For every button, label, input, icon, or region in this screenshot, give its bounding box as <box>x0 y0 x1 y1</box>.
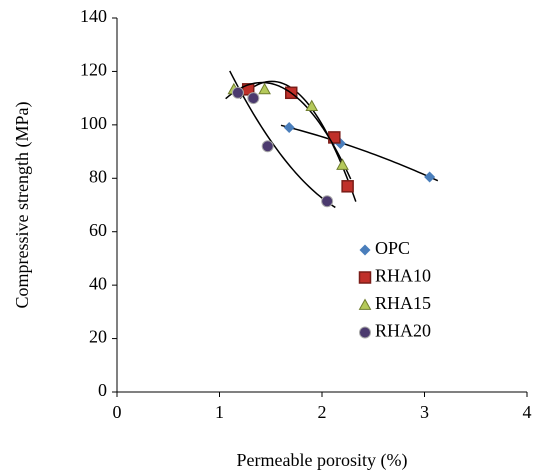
y-tick-label: 120 <box>80 60 107 80</box>
y-tick-label: 80 <box>89 166 107 186</box>
trendline <box>280 124 439 182</box>
point <box>247 92 260 105</box>
trendline <box>229 70 336 209</box>
x-tick-label: 1 <box>215 402 224 422</box>
y-axis-label: Compressive strength (MPa) <box>12 102 33 309</box>
point <box>341 180 354 193</box>
point <box>258 82 271 95</box>
point <box>231 86 244 99</box>
legend-label: OPC <box>375 238 410 258</box>
y-tick-label: 60 <box>89 220 107 240</box>
y-tick-label: 100 <box>80 113 107 133</box>
trendline <box>239 80 357 202</box>
point <box>336 158 349 170</box>
legend-label: RHA15 <box>375 293 431 313</box>
point <box>261 140 274 153</box>
point <box>424 171 436 183</box>
x-axis-label: Permeable porosity (%) <box>237 450 408 471</box>
point <box>305 99 319 112</box>
y-tick-label: 0 <box>98 380 107 400</box>
x-tick-label: 0 <box>113 402 122 422</box>
trendline <box>225 81 352 180</box>
point <box>283 122 295 134</box>
x-tick-label: 3 <box>420 402 429 422</box>
x-tick-label: 2 <box>318 402 327 422</box>
legend-label: RHA20 <box>375 321 431 341</box>
legend-marker <box>358 271 372 284</box>
legend-marker <box>358 298 372 310</box>
point <box>321 195 334 208</box>
legend-label: RHA10 <box>375 266 431 286</box>
y-tick-label: 20 <box>89 327 107 347</box>
x-tick-label: 4 <box>523 402 532 422</box>
y-tick-label: 40 <box>89 273 107 293</box>
y-tick-label: 140 <box>80 6 107 26</box>
legend-marker <box>359 244 371 256</box>
legend-marker <box>359 326 371 339</box>
